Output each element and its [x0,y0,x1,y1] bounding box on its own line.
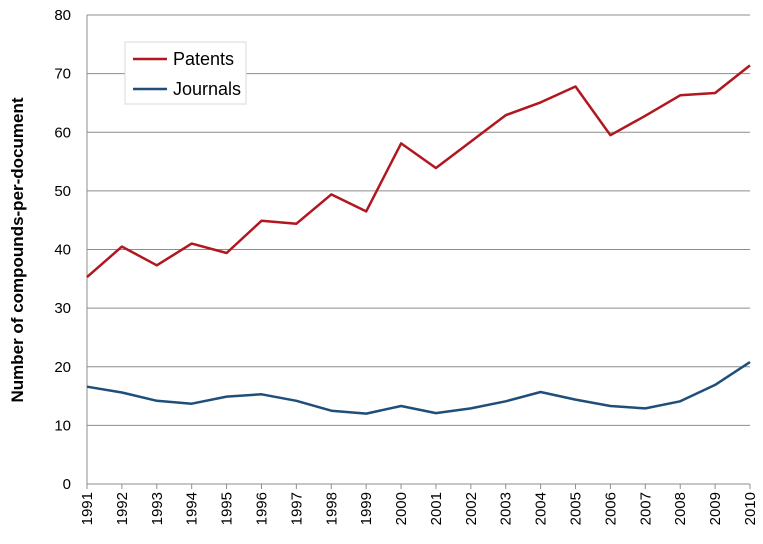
x-tick-label: 2006 [602,492,619,525]
y-tick-labels: 0 10 20 30 40 50 60 70 80 [54,7,71,493]
axes [86,15,751,489]
x-tick-label: 2007 [637,492,654,525]
x-tick-label: 2009 [707,492,724,525]
x-tick-label: 1991 [79,492,96,525]
y-tick-label: 80 [54,7,71,24]
y-tick-label: 30 [54,300,71,317]
y-tick-label: 20 [54,359,71,376]
x-tick-label: 1995 [219,492,236,525]
legend-label-patents: Patents [173,49,234,69]
y-axis-label: Number of compounds-per-document [8,97,27,402]
x-tick-label: 2003 [498,492,515,525]
x-tick-label: 2000 [393,492,410,525]
series-line-journals [86,361,751,415]
y-tick-label: 50 [54,183,71,200]
x-tick-label: 1992 [114,492,131,525]
legend-label-journals: Journals [173,79,241,99]
legend-box [124,41,247,105]
x-tick-label: 2001 [428,492,445,525]
x-tick-label: 1998 [323,492,340,525]
x-tick-label: 2002 [463,492,480,525]
series-line-patents [86,64,751,279]
y-tick-label: 60 [54,124,71,141]
x-tick-labels: 1991 1992 1993 1994 1995 1996 1997 1998 1999 2000… [79,492,759,525]
y-tick-label: 0 [63,476,71,493]
x-tick-label: 2010 [742,492,759,525]
y-tick-label: 70 [54,66,71,83]
x-tick-label: 2008 [672,492,689,525]
legend: Patents Journals [124,41,247,105]
series-lines [86,64,751,415]
y-tick-label: 40 [54,242,71,259]
x-tick-label: 2005 [568,492,585,525]
y-tick-label: 10 [54,417,71,434]
x-tick-label: 1997 [288,492,305,525]
x-tick-label: 1994 [184,492,201,525]
x-tick-label: 1999 [358,492,375,525]
x-tick-label: 1993 [149,492,166,525]
x-tick-label: 1996 [253,492,270,525]
x-tick-label: 2004 [533,492,550,525]
